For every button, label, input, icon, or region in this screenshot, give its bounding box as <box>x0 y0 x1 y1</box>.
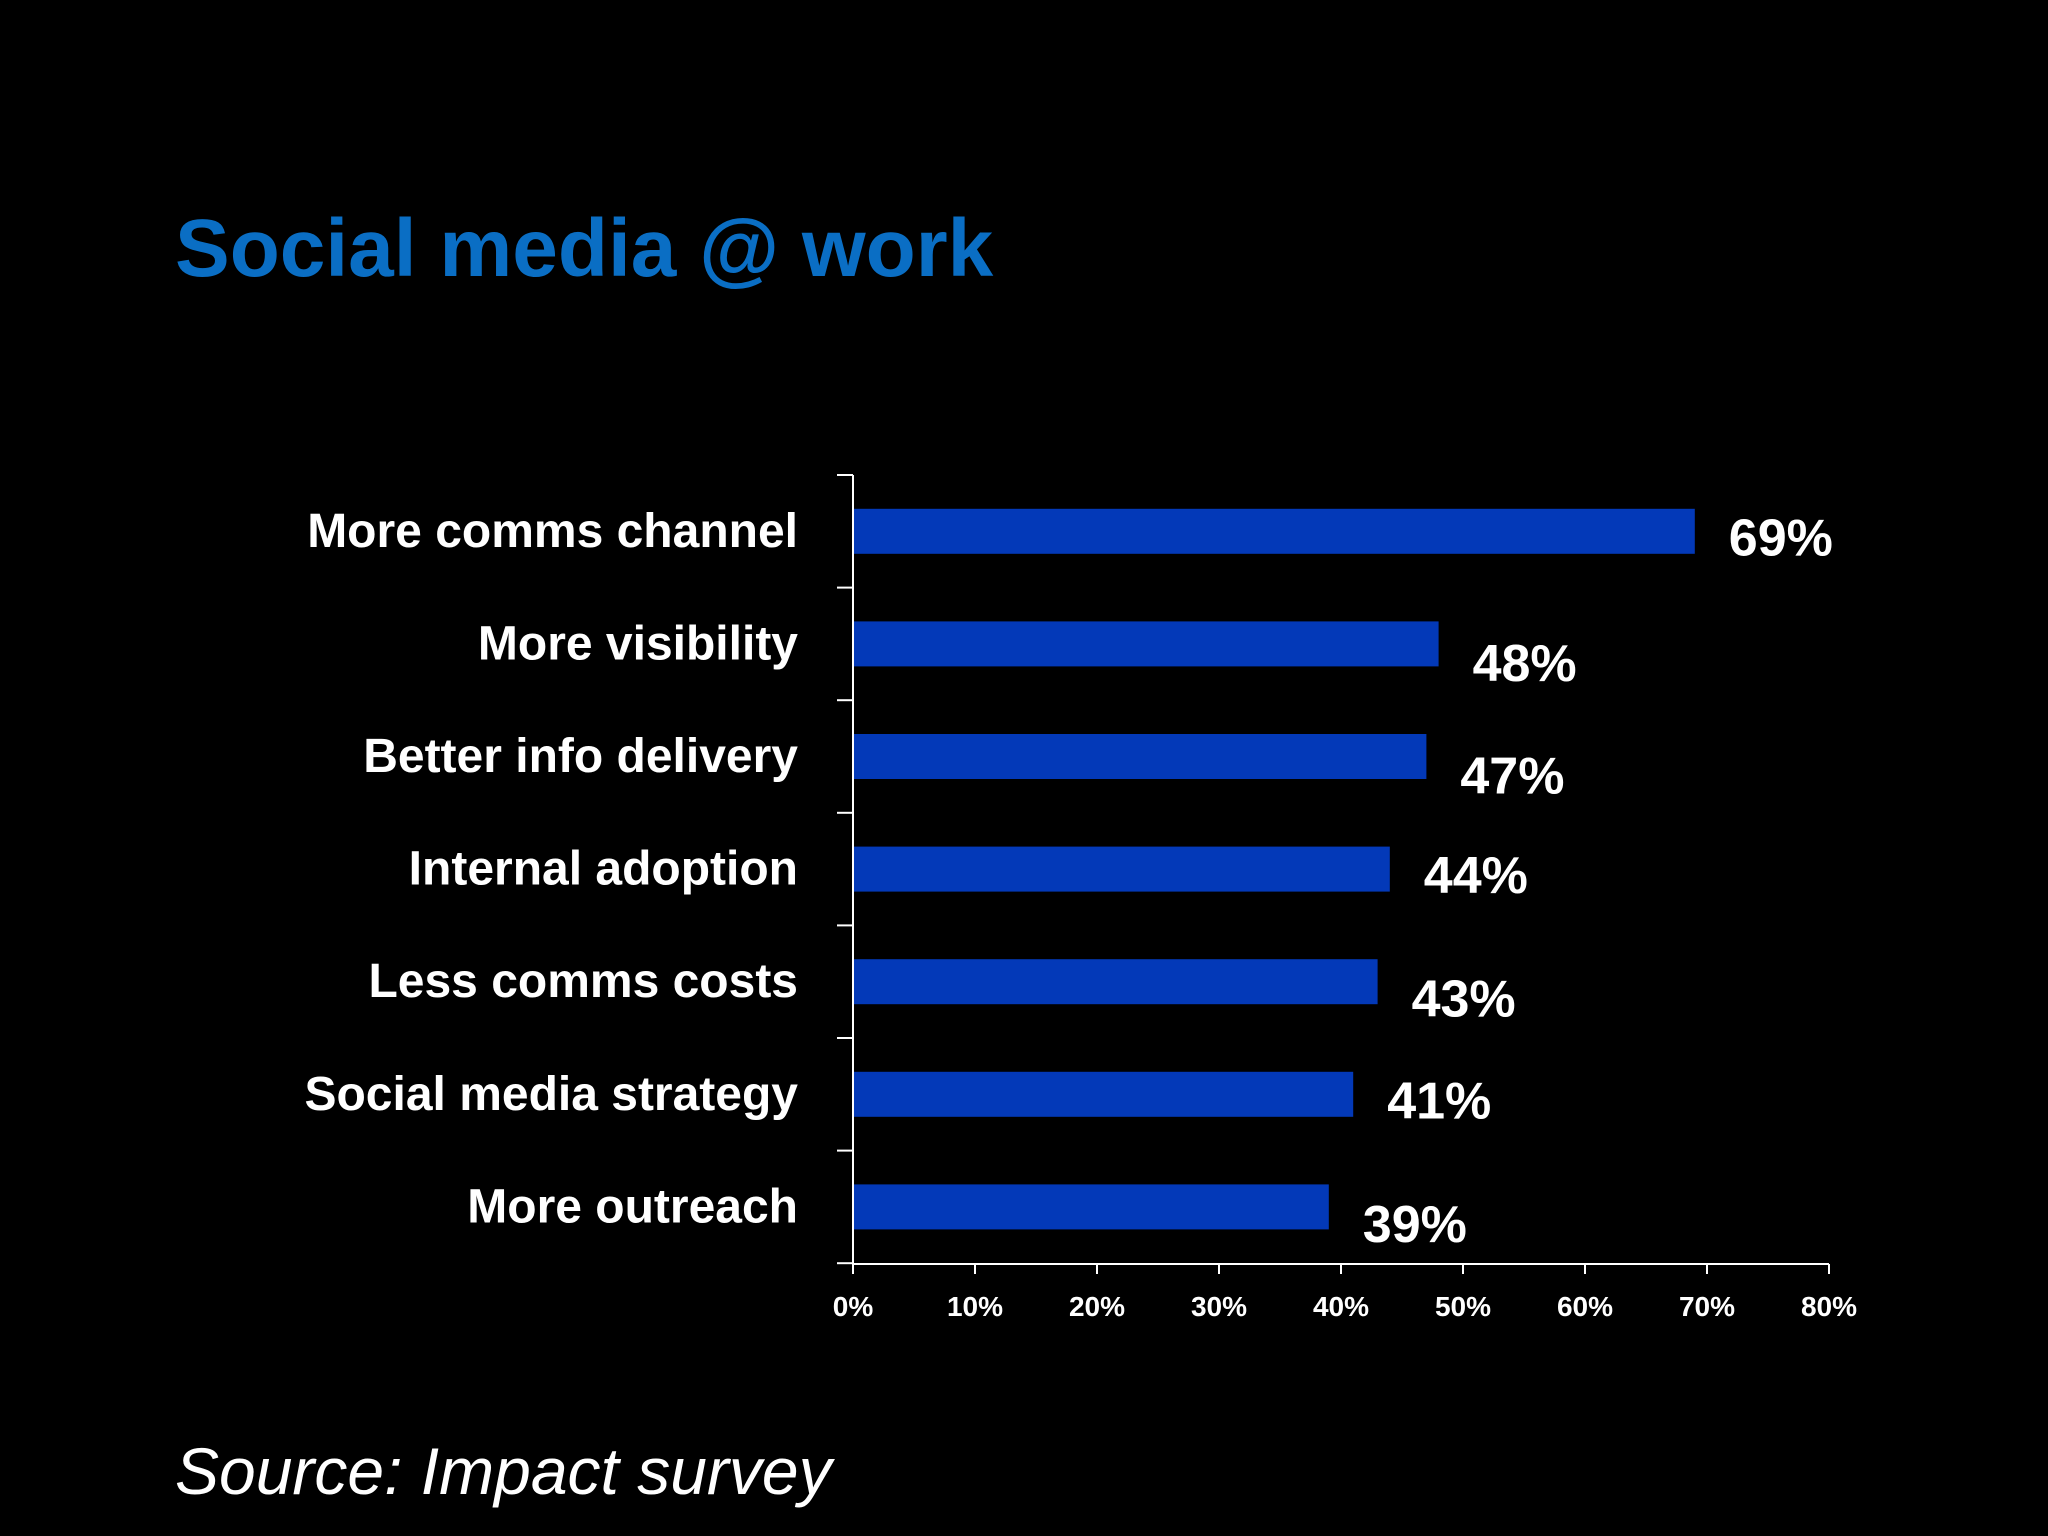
x-tick-label: 70% <box>1679 1291 1735 1322</box>
x-tick-label: 60% <box>1557 1291 1613 1322</box>
category-label: More outreach <box>467 1180 798 1233</box>
x-tick-label: 20% <box>1069 1291 1125 1322</box>
x-tick-label: 0% <box>833 1291 874 1322</box>
value-label: 47% <box>1460 748 1564 806</box>
value-label: 69% <box>1729 509 1833 567</box>
labels-layer: More comms channel 69% More visibility 48% B… <box>304 505 1832 1254</box>
value-label: 44% <box>1424 847 1528 905</box>
bar <box>853 959 1378 1005</box>
axis-layer: 0% 10% 20% 30% 40% 50% 60% 70% 80% <box>833 474 1857 1322</box>
value-label: 48% <box>1473 635 1577 693</box>
x-tick-label: 40% <box>1313 1291 1369 1322</box>
bar <box>853 508 1695 554</box>
category-label: More comms channel <box>307 505 798 558</box>
value-label: 39% <box>1363 1196 1467 1254</box>
category-label: Less comms costs <box>368 955 798 1008</box>
x-tick-label: 80% <box>1801 1291 1857 1322</box>
bar <box>853 1071 1354 1117</box>
x-tick-label: 10% <box>947 1291 1003 1322</box>
category-label: More visibility <box>478 617 798 670</box>
bar <box>853 621 1439 667</box>
category-label: Better info delivery <box>363 730 798 783</box>
bar <box>853 846 1390 892</box>
source-note: Source: Impact survey <box>175 1434 832 1508</box>
slide-title: Social media @ work <box>175 203 994 294</box>
value-label: 43% <box>1412 971 1516 1029</box>
category-label: Social media strategy <box>304 1068 798 1121</box>
bar <box>853 734 1427 779</box>
x-tick-label: 50% <box>1435 1291 1491 1322</box>
value-label: 41% <box>1387 1072 1491 1130</box>
bar <box>853 1184 1329 1230</box>
bars-layer <box>853 508 1695 1230</box>
x-tick-label: 30% <box>1191 1291 1247 1322</box>
category-label: Internal adoption <box>409 843 798 896</box>
